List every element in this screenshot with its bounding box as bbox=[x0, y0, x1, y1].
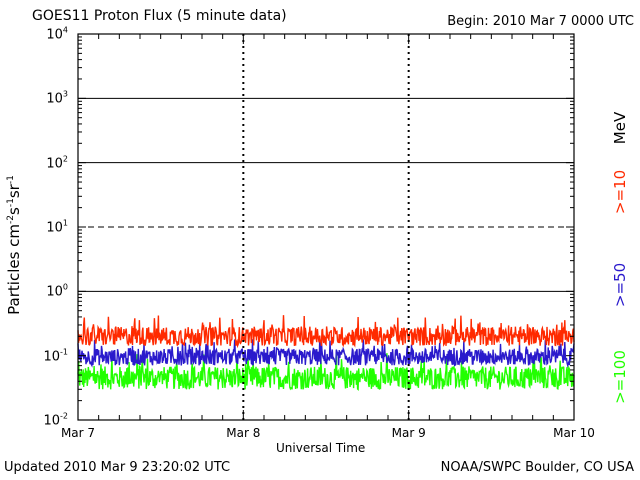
y-tick-exp: -2 bbox=[60, 411, 68, 421]
x-tick-label: Mar 10 bbox=[553, 426, 595, 440]
y-tick-exp: 2 bbox=[62, 154, 68, 164]
unit-label: MeV bbox=[611, 111, 629, 145]
y-tick-label: 104 bbox=[46, 26, 68, 43]
y-tick-label: 100 bbox=[46, 283, 68, 300]
begin-time-label: Begin: 2010 Mar 7 0000 UTC bbox=[447, 14, 634, 29]
x-tick-label: Mar 9 bbox=[391, 426, 426, 440]
y-tick-base: 10 bbox=[46, 91, 63, 107]
plot-frame bbox=[77, 33, 575, 421]
x-axis-label: Universal Time bbox=[276, 441, 366, 455]
y-tick-label: 101 bbox=[46, 219, 68, 236]
y-tick-label: 103 bbox=[46, 90, 68, 107]
y-tick-base: 10 bbox=[43, 349, 61, 365]
series-line-0 bbox=[77, 315, 575, 349]
y-tick-label: 102 bbox=[46, 154, 68, 171]
series-line-1 bbox=[77, 339, 575, 369]
y-tick-exp: 3 bbox=[62, 89, 68, 99]
y-tick-base: 10 bbox=[43, 413, 61, 429]
updated-label: Updated 2010 Mar 9 23:20:02 UTC bbox=[4, 460, 231, 475]
series-line-2 bbox=[77, 352, 575, 392]
y-tick-base: 10 bbox=[46, 156, 63, 172]
y-tick-base: 10 bbox=[46, 284, 63, 300]
y-tick-exp: 1 bbox=[62, 218, 68, 228]
y-tick-base: 10 bbox=[46, 27, 63, 43]
x-tick-label: Mar 8 bbox=[226, 426, 261, 440]
y-tick-exp: -1 bbox=[60, 347, 68, 357]
credit-label: NOAA/SWPC Boulder, CO USA bbox=[440, 460, 634, 475]
chart-title: GOES11 Proton Flux (5 minute data) bbox=[32, 8, 287, 24]
x-tick-label: Mar 7 bbox=[60, 426, 96, 440]
y-tick-exp: 4 bbox=[62, 25, 68, 35]
legend-ge100: >=100 bbox=[611, 350, 629, 404]
y-tick-label: 10-1 bbox=[43, 347, 68, 364]
legend-ge50: >=50 bbox=[611, 262, 629, 308]
y-tick-label: 10-2 bbox=[43, 412, 68, 429]
legend-ge10: >=10 bbox=[611, 169, 629, 215]
y-tick-base: 10 bbox=[46, 220, 63, 236]
y-tick-exp: 0 bbox=[62, 282, 68, 292]
